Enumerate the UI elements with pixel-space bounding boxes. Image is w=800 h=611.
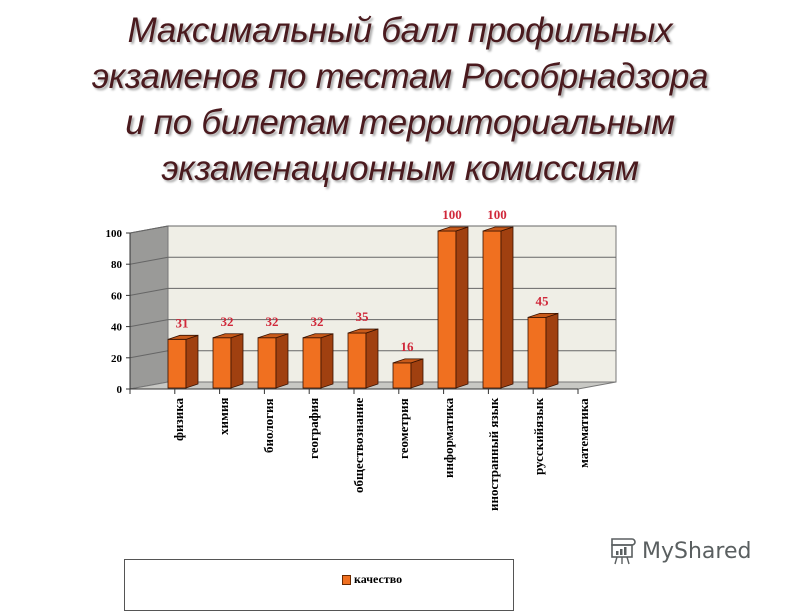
title-line-4: экзаменационным комиссиям [161, 149, 639, 188]
value-label: 32 [311, 314, 324, 329]
y-tick-label: 40 [111, 322, 123, 334]
x-label: геометрия [396, 398, 411, 459]
gridline-side [129, 287, 169, 296]
x-label: математика [576, 398, 591, 468]
y-tick-labels: 0 20 40 60 80 100 [106, 228, 130, 396]
bar-геометрия [392, 358, 424, 389]
x-ticks [129, 389, 579, 394]
title-line-1: Максимальный балл профильных [127, 11, 673, 50]
legend-swatch-icon [342, 574, 351, 585]
value-labels: 31 32 32 32 35 16 100 100 45 [176, 207, 550, 354]
value-label: 16 [401, 339, 415, 354]
legend-item: качество [342, 572, 402, 587]
value-label: 31 [176, 315, 189, 330]
x-label: биология [261, 398, 276, 453]
x-label: химия [216, 398, 231, 436]
bar-биология [257, 333, 289, 389]
y-tick-label: 60 [111, 290, 123, 302]
gridline-side [129, 319, 169, 328]
bars [167, 226, 559, 389]
y-tick-label: 80 [111, 259, 123, 271]
x-label: обществознание [351, 398, 366, 494]
y-tick-label: 100 [106, 228, 123, 240]
gridline-side [129, 350, 169, 359]
x-label: информатика [441, 398, 456, 479]
value-label: 32 [266, 314, 279, 329]
bar-химия [212, 333, 244, 389]
watermark: MyShared [608, 536, 751, 566]
gridline-side [129, 256, 169, 265]
bar-география [302, 333, 334, 389]
value-label: 45 [536, 293, 550, 308]
bar-информатика [437, 226, 469, 389]
bar-физика [167, 334, 199, 389]
legend-label: качество [354, 572, 403, 586]
x-label: иностранный язык [486, 398, 501, 512]
value-label: 100 [442, 207, 462, 222]
y-tick-label: 0 [117, 384, 123, 396]
value-label: 100 [487, 207, 507, 222]
value-label: 35 [356, 309, 370, 324]
x-label: физика [171, 398, 186, 441]
x-label: русскийязык [531, 398, 546, 476]
bar-русскийязык [527, 312, 559, 389]
gridline-side [129, 225, 169, 234]
title-line-3: и по билетам территориальным [125, 103, 675, 142]
side-wall [129, 225, 169, 390]
value-label: 32 [221, 314, 234, 329]
watermark-text: MyShared [642, 538, 752, 564]
x-label: география [306, 398, 321, 460]
legend: качество [124, 559, 514, 611]
bar-иностранный язык [482, 226, 514, 389]
slide-title: Максимальный балл профильных экзаменов п… [0, 8, 800, 192]
y-tick-label: 20 [111, 353, 123, 365]
bar-обществознание [347, 328, 379, 389]
presentation-board-icon [611, 538, 636, 565]
title-line-2: экзаменов по тестам Рособрнадзора [91, 57, 709, 96]
